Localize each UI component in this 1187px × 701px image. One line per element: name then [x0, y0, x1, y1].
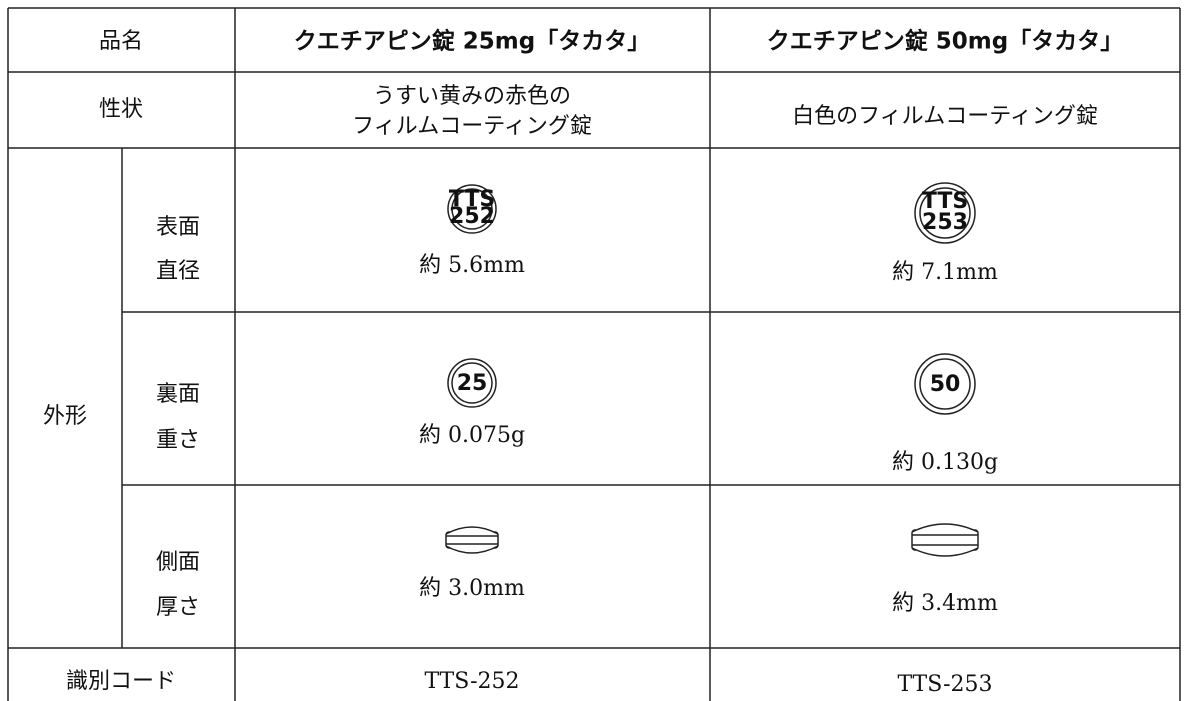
sub-label: 裏面	[156, 382, 200, 407]
cell-text: TTS-252	[424, 669, 519, 694]
sub-label: 直径	[156, 259, 200, 284]
row-label: 性状	[99, 97, 143, 122]
pill-side	[911, 523, 979, 557]
cell-text: 約 0.130g	[892, 450, 998, 475]
row-label: 識別コード	[66, 669, 176, 694]
sub-label: 側面	[156, 550, 200, 575]
cell-text: うすい黄みの赤色の	[373, 84, 571, 109]
table-borders	[7, 7, 1181, 701]
imprint: TTS	[449, 187, 495, 212]
pill-side	[445, 526, 499, 554]
cell-text: 約 0.075g	[419, 423, 525, 448]
pill-back: 25	[447, 358, 497, 408]
imprint: 253	[922, 210, 968, 235]
header-cell: クエチアピン錠 50mg「タカタ」	[767, 28, 1123, 55]
header-cell: クエチアピン錠 25mg「タカタ」	[294, 28, 650, 55]
sub-label: 重さ	[156, 428, 200, 453]
cell-text: 約 7.1mm	[892, 260, 998, 285]
cell-text: 白色のフィルムコーティング錠	[792, 104, 1098, 129]
sub-label: 表面	[156, 215, 200, 240]
cell-text: TTS-253	[897, 672, 992, 697]
pill-front: TTS 253	[914, 182, 976, 244]
cell-text: フィルムコーティング錠	[352, 114, 592, 139]
imprint: 50	[930, 372, 961, 397]
pill-back: 50	[914, 353, 976, 415]
pill-front: TTS 252	[447, 184, 497, 234]
sub-label: 厚さ	[156, 595, 200, 620]
row-label: 外形	[43, 404, 87, 429]
cell-text: 約 3.4mm	[892, 591, 998, 616]
cell-text: 約 5.6mm	[419, 253, 525, 278]
imprint: 252	[449, 204, 495, 229]
cell-text: 約 3.0mm	[419, 576, 525, 601]
imprint: 25	[457, 371, 488, 396]
imprint: TTS	[922, 189, 968, 214]
header-cell: 品名	[99, 29, 143, 54]
